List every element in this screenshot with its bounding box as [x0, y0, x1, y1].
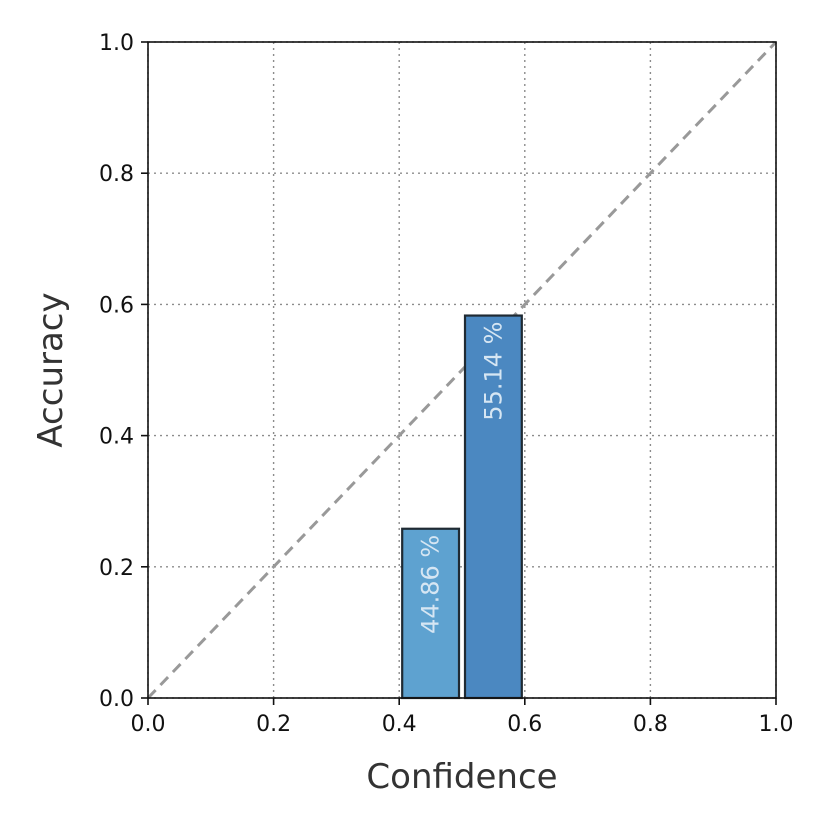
x-tick-label-2: 0.4: [382, 712, 417, 737]
x-tick-label-5: 1.0: [759, 712, 794, 737]
y-axis-ticks: 0.0 0.2 0.4 0.6 0.8 1.0: [99, 31, 148, 712]
bar-label-1: 55.14 %: [479, 322, 507, 421]
x-tick-label-3: 0.6: [507, 712, 542, 737]
y-axis-label: Accuracy: [31, 292, 71, 447]
x-axis-ticks: 0.0 0.2 0.4 0.6 0.8 1.0: [131, 698, 794, 737]
bar-0: [401, 527, 461, 700]
x-tick-label-0: 0.0: [131, 712, 166, 737]
y-tick-label-2: 0.4: [99, 425, 134, 450]
y-tick-label-1: 0.2: [99, 556, 134, 581]
plot-frame: [147, 41, 777, 699]
y-tick-label-3: 0.6: [99, 293, 134, 318]
perfect-calibration-line: [146, 40, 778, 700]
y-tick-label-5: 1.0: [99, 31, 134, 56]
x-axis-label: Confidence: [366, 757, 557, 797]
y-tick-label-4: 0.8: [99, 162, 134, 187]
y-tick-label-0: 0.0: [99, 687, 134, 712]
x-tick-label-4: 0.8: [633, 712, 668, 737]
bar-label-0: 44.86 %: [417, 535, 445, 634]
bars: 44.86 % 55.14 %: [401, 314, 523, 700]
x-tick-label-1: 0.2: [256, 712, 291, 737]
